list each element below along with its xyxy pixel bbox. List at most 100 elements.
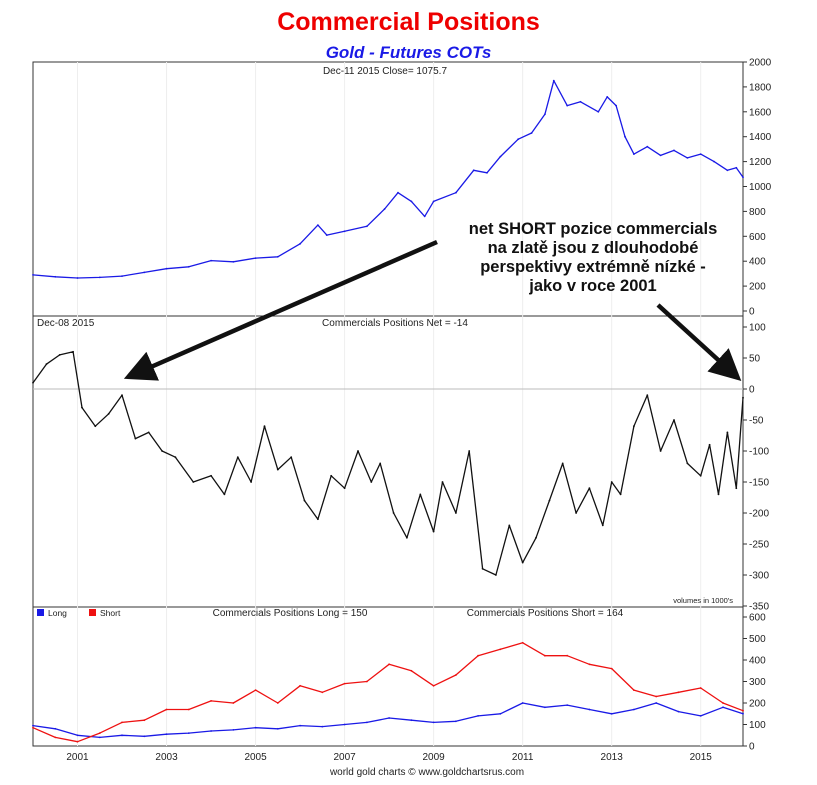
data-point (32, 726, 34, 729)
data-point (236, 456, 239, 459)
data-point (54, 727, 57, 730)
data-point (76, 277, 79, 279)
y-tick-label: 200 (749, 282, 766, 293)
data-point (32, 274, 34, 276)
data-point (624, 135, 626, 138)
data-point (317, 518, 319, 521)
data-point (383, 208, 386, 210)
data-point (299, 684, 301, 687)
data-point (535, 536, 537, 539)
data-point (530, 132, 533, 134)
data-point (742, 396, 744, 399)
y-tick-label: 1800 (749, 82, 772, 93)
data-point (343, 487, 346, 490)
data-point (299, 724, 301, 727)
data-point (610, 712, 613, 715)
data-point (81, 406, 83, 409)
y-tick-label: 0 (749, 742, 755, 753)
data-point (232, 702, 235, 704)
data-point (165, 267, 168, 270)
data-point (143, 719, 146, 722)
data-point (521, 561, 524, 564)
data-point (121, 394, 123, 397)
data-point (619, 493, 622, 496)
data-point (121, 734, 123, 737)
data-point (317, 224, 319, 227)
x-tick-label: 2009 (423, 752, 446, 763)
x-tick-label: 2003 (155, 752, 178, 763)
data-point (192, 481, 195, 483)
legend-label-short: Short (100, 608, 121, 618)
data-point (566, 654, 569, 657)
data-point (276, 468, 279, 471)
data-point (633, 689, 635, 691)
data-point (98, 736, 101, 739)
data-point (410, 200, 413, 203)
data-point (330, 474, 333, 477)
data-point (646, 145, 649, 148)
annotation-line-2: na zlatě jsou z dlouhodobé (488, 239, 699, 257)
data-point (633, 708, 635, 711)
short-panel-header: Commercials Positions Short = 164 (467, 608, 624, 619)
data-point (121, 721, 123, 724)
data-point (646, 394, 649, 397)
data-point (544, 654, 546, 657)
data-point (579, 100, 582, 103)
data-point (615, 104, 617, 107)
data-point (161, 450, 164, 452)
data-point (472, 169, 475, 172)
data-point (726, 169, 729, 172)
data-point (392, 512, 395, 514)
data-point (521, 641, 524, 644)
data-point (406, 536, 408, 539)
y-tick-label: 100 (749, 323, 766, 334)
data-point (263, 425, 266, 428)
data-point (370, 481, 373, 483)
data-point (699, 687, 702, 689)
data-point (588, 487, 591, 490)
data-point (441, 481, 444, 483)
data-point (455, 191, 457, 194)
data-point (575, 512, 577, 514)
data-point (423, 215, 426, 218)
net-positions-line (32, 351, 744, 576)
panel-frame (32, 315, 744, 608)
y-tick-label: 400 (749, 656, 766, 667)
y-tick-label: -50 (749, 416, 764, 427)
data-point (232, 260, 235, 263)
y-tick-label: 300 (749, 677, 766, 688)
data-point (254, 689, 257, 691)
data-point (276, 255, 279, 258)
data-point (655, 695, 658, 698)
data-point (98, 276, 101, 279)
y-tick-label: 1000 (749, 182, 772, 193)
data-point (477, 715, 479, 717)
data-point (410, 669, 413, 672)
gold-price-line (32, 80, 744, 279)
legend-label-long: Long (48, 608, 67, 618)
data-point (432, 530, 435, 533)
data-point (410, 719, 413, 722)
y-tick-label: 500 (749, 634, 766, 645)
y-tick-label: 1200 (749, 157, 772, 168)
data-point (655, 702, 658, 704)
data-point (566, 104, 569, 107)
data-point (58, 354, 61, 356)
x-tick-label: 2013 (601, 752, 624, 763)
data-point (210, 259, 213, 262)
series-layer (32, 79, 744, 743)
data-point (477, 654, 479, 657)
volume-units-note: volumes in 1000's (673, 596, 733, 605)
data-point (601, 524, 604, 527)
x-tick-label: 2005 (244, 752, 267, 763)
x-tick-label: 2001 (66, 752, 89, 763)
data-point (708, 443, 711, 446)
data-point (174, 456, 177, 459)
data-point (699, 715, 702, 717)
annotation-arrows (123, 239, 742, 382)
price-panel-header: Dec-11 2015 Close= 1075.7 (323, 66, 448, 77)
data-point (121, 275, 123, 277)
legend-swatch-short (89, 609, 96, 616)
y-tick-label: -350 (749, 602, 769, 613)
net-panel-header: Commercials Positions Net = -14 (322, 318, 468, 329)
